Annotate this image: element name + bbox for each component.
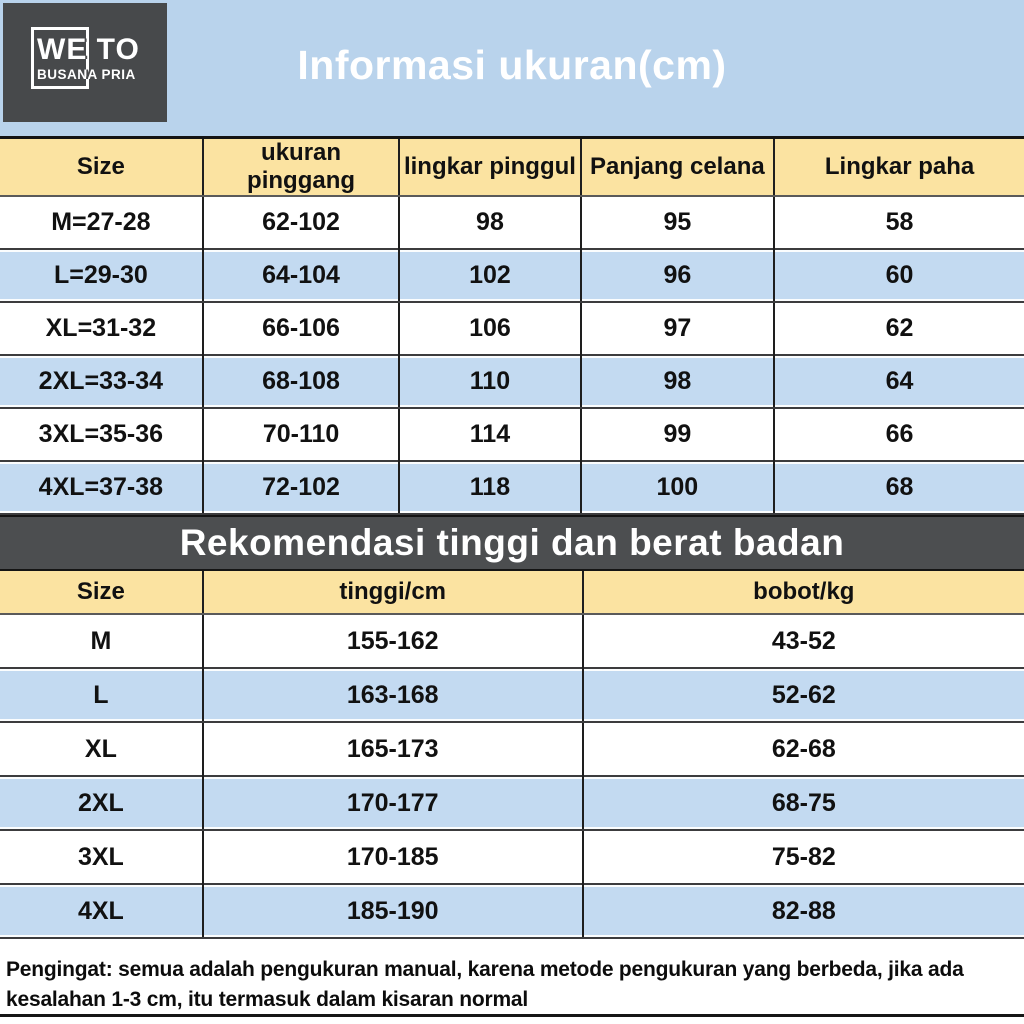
- table-cell: M=27-28: [51, 208, 151, 236]
- table-cell: 4XL: [0, 883, 203, 939]
- table-cell: 170-185: [201, 830, 583, 884]
- table-cell: 3XL: [77, 842, 124, 871]
- table-row: 3XL=35-36 70-110 114 99 66: [0, 408, 1024, 461]
- table-header-row: Size tinggi/cm bobot/kg: [0, 571, 1024, 615]
- table-cell: 2XL: [0, 775, 203, 831]
- table-cell: 68: [773, 460, 1024, 515]
- table-row: XL=31-32 66-106 106 97 62: [0, 302, 1024, 355]
- table-row: M 155-162 43-52: [0, 614, 1024, 668]
- table-row: 4XL 185-190 82-88: [0, 883, 1024, 939]
- table-cell: 110: [398, 354, 581, 409]
- table-row: 4XL=37-38 72-102 118 100 68: [0, 460, 1024, 515]
- table-cell: 102: [398, 248, 581, 303]
- table-header-row: Size ukuran pinggang lingkar pinggul Panjan…: [0, 136, 1024, 197]
- table-cell: 95: [579, 196, 775, 249]
- table-cell: 3XL=35-36: [38, 420, 164, 448]
- table-cell: 98: [579, 354, 775, 409]
- table-cell: 60: [773, 248, 1024, 303]
- table-cell: 97: [579, 302, 775, 355]
- column-header: Panjang celana: [579, 136, 775, 197]
- table-row: M=27-28 62-102 98 95 58: [0, 196, 1024, 249]
- table-cell: 99: [579, 408, 775, 461]
- table-cell: 68-108: [201, 354, 400, 409]
- table-cell: 100: [579, 460, 775, 515]
- bottom-divider: [0, 1014, 1024, 1017]
- table-cell: 66: [773, 408, 1024, 461]
- table-cell: 75-82: [581, 830, 1024, 884]
- table-cell: L=29-30: [0, 248, 203, 303]
- table-cell: 163-168: [201, 667, 583, 723]
- table-cell: 170-177: [201, 775, 583, 831]
- recommendation-banner: Rekomendasi tinggi dan berat badan: [0, 515, 1024, 571]
- table-cell: 82-88: [581, 883, 1024, 939]
- table-row: 2XL=33-34 68-108 110 98 64: [0, 354, 1024, 409]
- table-cell: 114: [398, 408, 581, 461]
- table-cell: 70-110: [201, 408, 400, 461]
- header-banner: WE TO BUSANA PRIA Informasi ukuran(cm): [0, 0, 1024, 136]
- column-header: lingkar pinggul: [398, 136, 581, 197]
- table-cell: 118: [398, 460, 581, 515]
- table-cell: L: [0, 667, 203, 723]
- brand-logo-text: WE TO BUSANA PRIA: [37, 35, 167, 82]
- footer-note: Pengingat: semua adalah pengukuran manua…: [6, 958, 964, 1012]
- table-cell: 62-102: [201, 196, 400, 249]
- table-row: L 163-168 52-62: [0, 667, 1024, 723]
- brand-logo: WE TO BUSANA PRIA: [3, 3, 167, 122]
- table-cell: XL=31-32: [45, 314, 157, 342]
- table-cell: 64-104: [201, 248, 400, 303]
- height-weight-table: Size tinggi/cm bobot/kg M 155-162 43-52 L 163-1…: [0, 571, 1024, 939]
- table-cell: 155-162: [201, 614, 583, 668]
- table-cell: 66-106: [201, 302, 400, 355]
- table-cell: 68-75: [581, 775, 1024, 831]
- column-header: ukuran pinggang: [201, 136, 400, 197]
- table-cell: 62: [773, 302, 1024, 355]
- table-cell: 98: [398, 196, 581, 249]
- table-cell: 64: [773, 354, 1024, 409]
- brand-name: WE TO: [37, 33, 140, 66]
- brand-subtitle: BUSANA PRIA: [37, 67, 136, 82]
- table-cell: 62-68: [581, 722, 1024, 776]
- table-row: L=29-30 64-104 102 96 60: [0, 248, 1024, 303]
- table-cell: 52-62: [581, 667, 1024, 723]
- column-header: tinggi/cm: [201, 571, 583, 615]
- table-row: XL 165-173 62-68: [0, 722, 1024, 776]
- table-cell: 58: [773, 196, 1024, 249]
- table-row: 3XL 170-185 75-82: [0, 830, 1024, 884]
- table-cell: 72-102: [201, 460, 400, 515]
- table-cell: M: [90, 626, 112, 655]
- table-cell: 165-173: [201, 722, 583, 776]
- column-header: Size: [0, 136, 203, 197]
- table-cell: 43-52: [581, 614, 1024, 668]
- column-header: bobot/kg: [581, 571, 1024, 615]
- table-cell: 2XL=33-34: [0, 354, 203, 409]
- table-cell: 4XL=37-38: [0, 460, 203, 515]
- table-cell: 185-190: [201, 883, 583, 939]
- size-measurements-table: Size ukuran pinggang lingkar pinggul Panjan…: [0, 136, 1024, 515]
- table-cell: 96: [579, 248, 775, 303]
- page-title: Informasi ukuran(cm): [297, 42, 727, 88]
- column-header: Lingkar paha: [773, 136, 1024, 197]
- brand-logo-frame-icon: [31, 27, 89, 89]
- column-header: Size: [0, 571, 203, 615]
- recommendation-banner-title: Rekomendasi tinggi dan berat badan: [179, 522, 845, 563]
- table-row: 2XL 170-177 68-75: [0, 775, 1024, 831]
- table-cell: XL: [84, 734, 117, 763]
- table-cell: 106: [398, 302, 581, 355]
